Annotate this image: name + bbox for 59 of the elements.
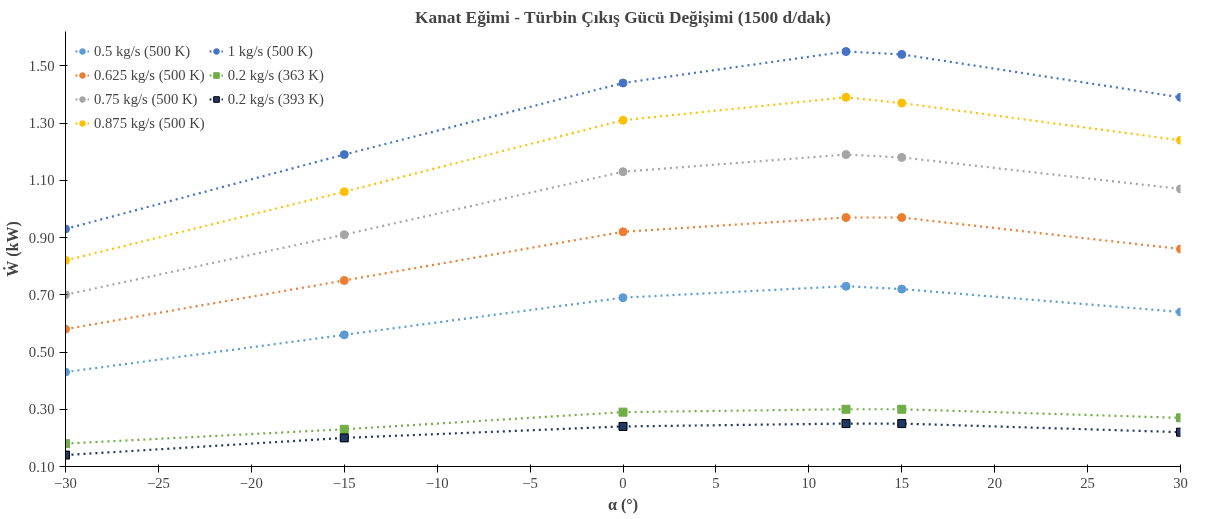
legend-label: 0.2 kg/s (393 K)	[227, 90, 324, 108]
point	[339, 275, 349, 285]
x-tick-label: 10	[801, 474, 817, 491]
point	[618, 227, 628, 237]
point	[339, 150, 349, 160]
x-tick-label: −5	[522, 474, 538, 491]
point	[339, 433, 349, 443]
point	[618, 421, 628, 431]
legend-label: 0.625 kg/s (500 K)	[94, 66, 205, 84]
point	[618, 78, 628, 88]
point	[618, 167, 628, 177]
chart-title: Kanat Eğimi - Türbin Çıkış Gücü Değişimi (1500 d/dak)	[415, 7, 831, 27]
point	[897, 152, 907, 162]
x-tick-label: 5	[712, 474, 720, 491]
point	[339, 230, 349, 240]
x-axis-title: α (°)	[608, 495, 638, 514]
point	[841, 281, 851, 291]
y-tick-label: 1.10	[28, 172, 55, 189]
y-tick-label: 0.90	[28, 229, 55, 246]
x-tick-label: 20	[987, 474, 1002, 491]
point	[618, 293, 628, 303]
point	[841, 150, 851, 160]
y-tick-label: 0.30	[28, 401, 55, 418]
x-tick-label: 15	[894, 474, 910, 491]
legend-label: 0.2 kg/s (363 K)	[227, 66, 324, 84]
point	[339, 330, 349, 340]
legend-label: 0.5 kg/s (500 K)	[94, 42, 191, 60]
point	[841, 92, 851, 102]
point	[841, 47, 851, 57]
point	[897, 98, 907, 108]
point	[897, 49, 907, 59]
point	[841, 213, 851, 223]
x-tick-label: −20	[239, 474, 263, 491]
legend-label: 0.875 kg/s (500 K)	[94, 114, 205, 132]
x-tick-label: −10	[425, 474, 449, 491]
y-axis-title: Ẇ (kW)	[2, 221, 22, 277]
x-tick-label: 30	[1173, 474, 1188, 491]
x-tick-label: 25	[1080, 474, 1095, 491]
point	[618, 115, 628, 125]
point	[897, 284, 907, 294]
y-tick-label: 1.50	[28, 57, 55, 74]
point	[841, 419, 851, 429]
point	[897, 213, 907, 223]
y-tick-label: 0.10	[28, 458, 55, 475]
x-tick-label: −25	[146, 474, 170, 491]
y-tick-label: 0.50	[28, 344, 55, 361]
point	[841, 404, 851, 414]
point	[339, 187, 349, 197]
point	[339, 424, 349, 434]
point	[618, 407, 628, 417]
legend-label: 0.75 kg/s (500 K)	[94, 90, 198, 108]
y-tick-label: 0.70	[28, 286, 55, 303]
point	[897, 404, 907, 414]
y-tick-label: 1.30	[28, 115, 55, 132]
legend-label: 1 kg/s (500 K)	[227, 42, 313, 60]
x-tick-label: −30	[54, 474, 77, 491]
x-tick-label: 0	[619, 474, 627, 491]
x-tick-label: −15	[332, 474, 356, 491]
point	[897, 419, 907, 429]
